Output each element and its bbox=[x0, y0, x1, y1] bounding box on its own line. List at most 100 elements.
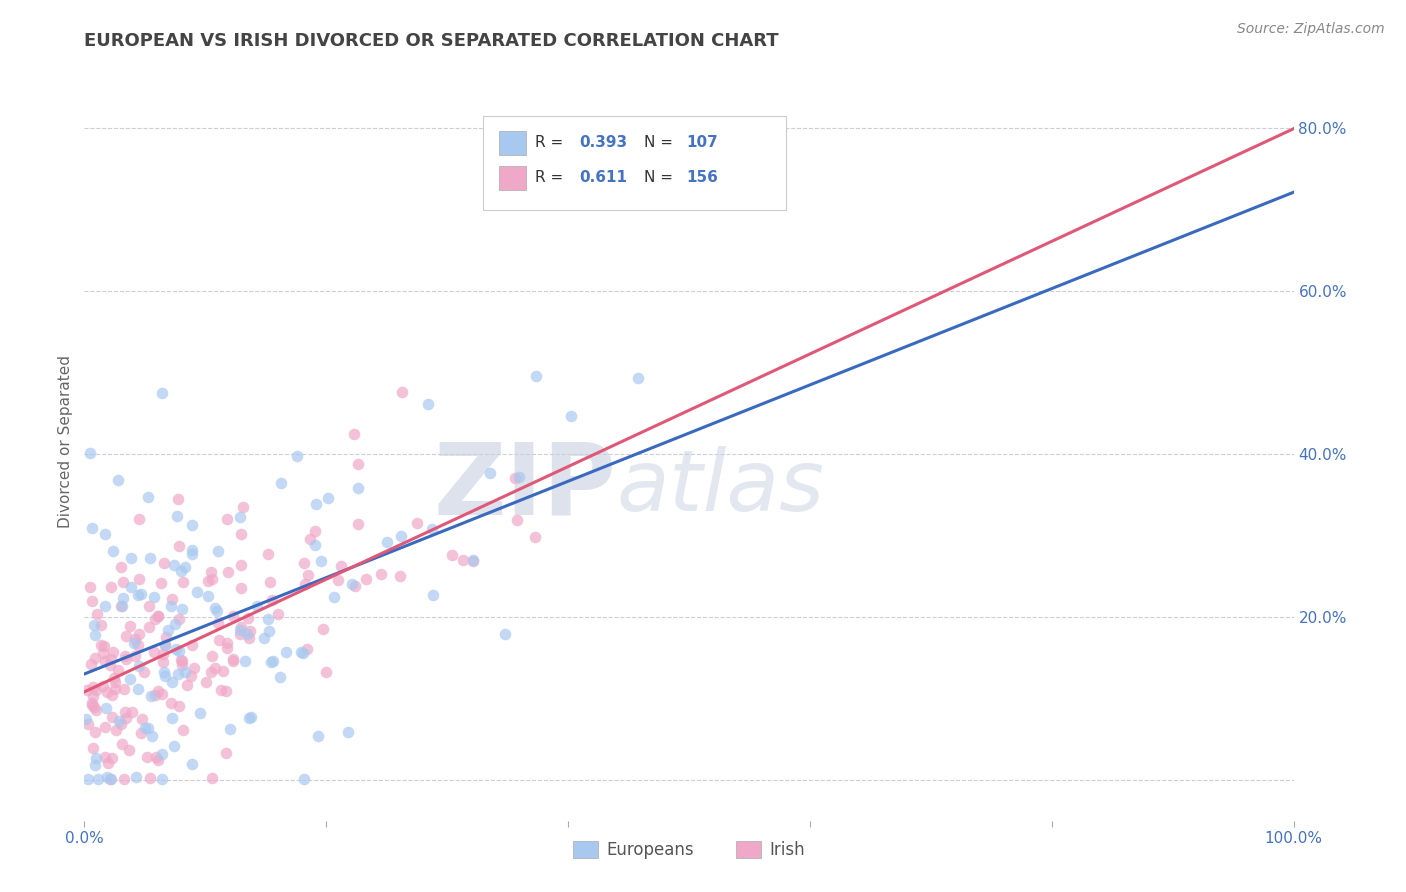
Point bbox=[129, 587, 152, 601]
Point bbox=[152, 655, 174, 669]
Point bbox=[329, 559, 352, 574]
Point bbox=[440, 548, 463, 562]
Point bbox=[136, 722, 159, 736]
Point bbox=[347, 457, 370, 471]
Text: N =: N = bbox=[644, 136, 678, 151]
Point bbox=[157, 623, 180, 637]
Text: R =: R = bbox=[536, 170, 568, 186]
Point bbox=[150, 772, 173, 786]
Point bbox=[84, 751, 107, 765]
Point bbox=[77, 717, 100, 731]
Point bbox=[222, 651, 245, 665]
Point bbox=[180, 756, 202, 771]
Point bbox=[160, 592, 183, 607]
Point bbox=[121, 705, 143, 719]
Point bbox=[80, 696, 103, 710]
Point bbox=[128, 512, 150, 526]
Point bbox=[138, 599, 160, 613]
Point bbox=[163, 558, 186, 572]
Point bbox=[304, 538, 326, 552]
Point bbox=[103, 544, 125, 558]
Point bbox=[111, 737, 134, 751]
Point bbox=[201, 649, 224, 664]
Point bbox=[118, 672, 141, 686]
Point bbox=[232, 500, 254, 514]
Point bbox=[112, 681, 135, 696]
Point bbox=[83, 724, 105, 739]
Point bbox=[127, 588, 149, 602]
Point bbox=[82, 680, 104, 694]
Point bbox=[215, 641, 238, 656]
Point bbox=[316, 491, 339, 505]
Point bbox=[214, 684, 236, 698]
Point bbox=[209, 683, 232, 698]
Point bbox=[129, 726, 152, 740]
Point bbox=[170, 654, 193, 668]
Point bbox=[84, 650, 107, 665]
Text: 156: 156 bbox=[686, 170, 718, 186]
Point bbox=[180, 518, 202, 533]
Point bbox=[304, 524, 326, 538]
Point bbox=[172, 723, 194, 737]
Point bbox=[86, 607, 108, 621]
Point bbox=[294, 577, 316, 591]
Point bbox=[169, 699, 191, 714]
Point bbox=[299, 532, 322, 546]
Point bbox=[211, 664, 233, 678]
Point bbox=[295, 641, 318, 656]
Point bbox=[231, 581, 253, 595]
Point bbox=[94, 526, 117, 541]
Point bbox=[101, 709, 124, 723]
Point bbox=[346, 516, 368, 531]
Point bbox=[229, 627, 252, 641]
Point bbox=[115, 629, 138, 643]
Point bbox=[134, 721, 156, 735]
Point bbox=[343, 427, 366, 442]
Point bbox=[201, 572, 224, 586]
Y-axis label: Divorced or Separated: Divorced or Separated bbox=[58, 355, 73, 528]
Point bbox=[120, 580, 142, 594]
Point bbox=[292, 772, 315, 786]
Point bbox=[108, 714, 131, 729]
Point bbox=[170, 564, 193, 578]
Point bbox=[343, 579, 366, 593]
Point bbox=[291, 646, 314, 660]
Point bbox=[131, 713, 153, 727]
Point bbox=[200, 565, 222, 579]
Point bbox=[100, 580, 122, 594]
Point bbox=[188, 706, 211, 721]
Text: 107: 107 bbox=[686, 136, 718, 151]
Point bbox=[236, 611, 259, 625]
Point bbox=[76, 683, 98, 698]
Point bbox=[153, 665, 176, 680]
Point bbox=[118, 619, 141, 633]
Text: R =: R = bbox=[536, 136, 568, 151]
Point bbox=[153, 639, 176, 653]
Point bbox=[79, 580, 101, 594]
Point bbox=[370, 567, 392, 582]
Point bbox=[200, 665, 222, 680]
Point bbox=[101, 645, 124, 659]
Point bbox=[256, 547, 278, 561]
Point bbox=[174, 665, 197, 679]
Point bbox=[145, 749, 167, 764]
Point bbox=[148, 608, 170, 623]
Point bbox=[253, 631, 276, 645]
Point bbox=[152, 647, 174, 661]
Point bbox=[309, 554, 332, 568]
Point bbox=[141, 689, 163, 703]
Point bbox=[155, 639, 177, 653]
Point bbox=[100, 772, 122, 786]
Point bbox=[101, 751, 124, 765]
Point bbox=[112, 574, 135, 589]
Point bbox=[204, 660, 226, 674]
Point bbox=[114, 649, 136, 664]
Point bbox=[256, 612, 278, 626]
Point bbox=[84, 758, 107, 772]
Point bbox=[94, 750, 117, 764]
Point bbox=[257, 624, 280, 639]
Point bbox=[83, 628, 105, 642]
Point bbox=[128, 658, 150, 673]
Point bbox=[229, 620, 252, 634]
Point bbox=[181, 638, 204, 652]
